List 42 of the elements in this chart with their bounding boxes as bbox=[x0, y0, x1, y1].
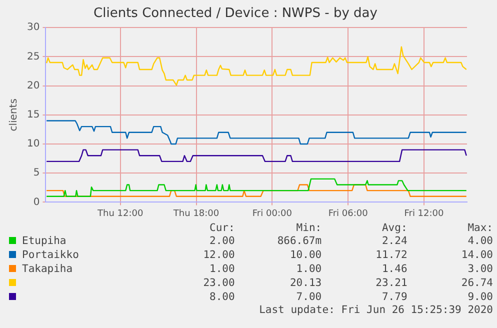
text: 1.00 bbox=[295, 262, 323, 276]
text: Cur: bbox=[208, 222, 236, 234]
x-tick-label: Fri 00:00 bbox=[252, 208, 292, 219]
y-tick-label: 25 bbox=[26, 51, 40, 62]
text: 4.00 bbox=[466, 234, 494, 248]
text: 9.00 bbox=[466, 290, 494, 304]
y-tick-label: 0 bbox=[33, 196, 40, 208]
text: 2.00 bbox=[208, 234, 236, 248]
x-tick-label: Fri 12:00 bbox=[404, 208, 444, 219]
x-tick-label: Thu 12:00 bbox=[96, 208, 144, 219]
legend-label: Portaikko bbox=[22, 249, 79, 261]
legend-label: Etupiha bbox=[22, 235, 66, 247]
text: 23.21 bbox=[374, 276, 408, 290]
text: 2.24 bbox=[380, 234, 408, 248]
text: Min: bbox=[295, 222, 323, 234]
text: Last update: Fri Jun 26 15:25:39 2020 bbox=[258, 304, 494, 316]
y-axis-title: clients bbox=[8, 98, 20, 132]
text: 8.00 bbox=[208, 290, 236, 304]
text: 1.00 bbox=[208, 262, 236, 276]
text: 10.00 bbox=[288, 248, 323, 262]
text: 26.74 bbox=[460, 276, 494, 290]
text: 3.00 bbox=[466, 262, 494, 276]
text: Avg: bbox=[380, 222, 408, 234]
y-tick-label: 30 bbox=[26, 22, 40, 34]
legend-label: Takapiha bbox=[22, 263, 73, 275]
text: Max: bbox=[466, 222, 494, 234]
y-tick-label: 15 bbox=[26, 109, 40, 120]
text: 11.72 bbox=[374, 248, 408, 262]
y-tick-label: 20 bbox=[26, 80, 40, 92]
text: 20.13 bbox=[288, 276, 323, 290]
text: 1.46 bbox=[380, 262, 408, 276]
text: 7.00 bbox=[295, 290, 323, 304]
text: 866.67m bbox=[276, 234, 323, 248]
y-tick-label: 10 bbox=[26, 138, 40, 150]
x-tick-label: Fri 06:00 bbox=[328, 208, 368, 219]
y-tick-label: 5 bbox=[33, 168, 40, 179]
x-tick-label: Thu 18:00 bbox=[172, 208, 220, 219]
text: 23.00 bbox=[202, 276, 236, 290]
chart-title: Clients Connected / Device : NWPS - by day bbox=[94, 6, 378, 22]
text: 14.00 bbox=[460, 248, 494, 262]
text: 12.00 bbox=[202, 248, 236, 262]
text: 7.79 bbox=[380, 290, 408, 304]
